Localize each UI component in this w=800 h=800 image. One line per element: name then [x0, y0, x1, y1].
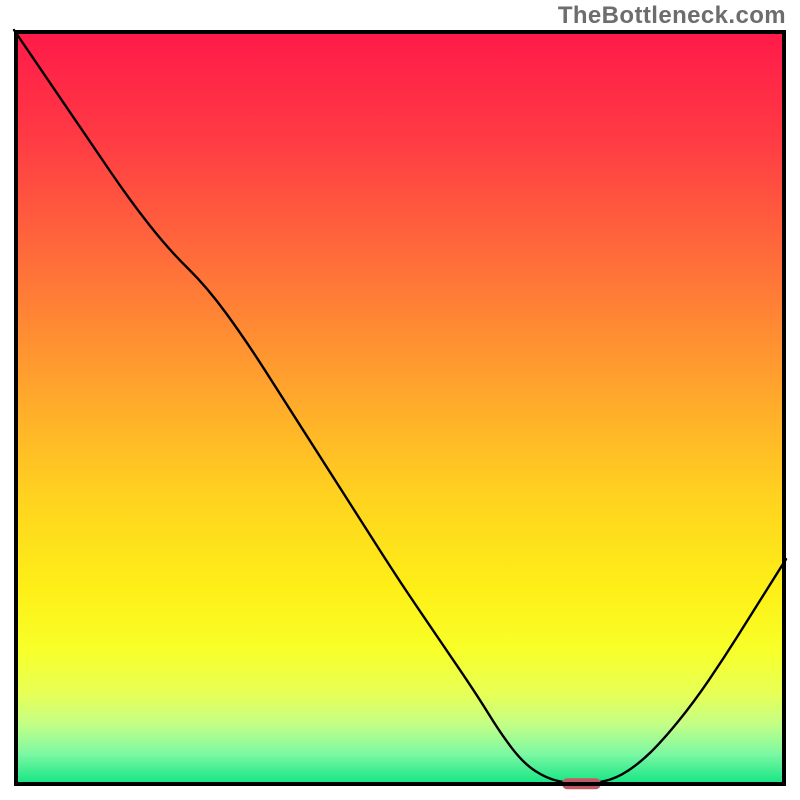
chart-container: { "watermark": { "text": "TheBottleneck.…: [0, 0, 800, 800]
chart-background: [16, 32, 784, 784]
bottleneck-chart: [0, 0, 800, 800]
watermark-text: TheBottleneck.com: [558, 2, 786, 30]
